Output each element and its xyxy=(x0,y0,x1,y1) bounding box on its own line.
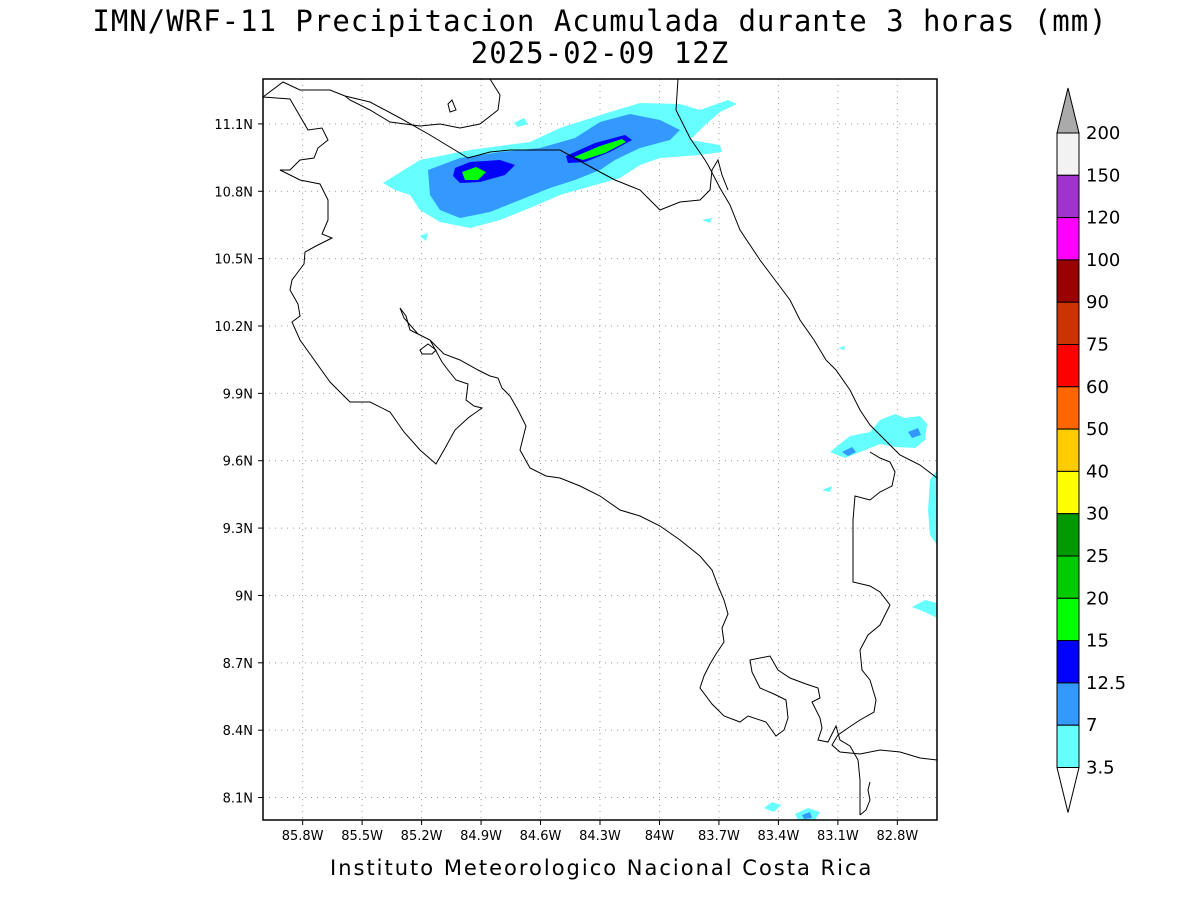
lon-tick-label: 85.2W xyxy=(401,829,443,844)
colorbar-label: 3.5 xyxy=(1086,758,1115,779)
colorbar-swatch xyxy=(1056,344,1080,388)
colorbar-top-arrow xyxy=(1056,87,1080,134)
precip-3.5mm-area xyxy=(764,802,781,812)
colorbar-label: 20 xyxy=(1086,588,1109,609)
colorbar-swatch xyxy=(1056,513,1080,557)
panama-peninsula-coast xyxy=(859,781,871,816)
panama-border xyxy=(831,451,937,761)
colorbar-label: 15 xyxy=(1086,631,1109,652)
colorbar-label: 60 xyxy=(1086,377,1109,398)
lat-tick-label: 9N xyxy=(235,589,253,604)
precip-3.5mm-area xyxy=(830,414,927,458)
colorbar-label: 25 xyxy=(1086,546,1109,567)
colorbar-swatch xyxy=(1056,428,1080,472)
precip-3.5mm-area xyxy=(702,218,712,223)
costa-rica-pacific-coast xyxy=(263,96,861,815)
precip-7mm-area xyxy=(842,447,856,456)
colorbar-swatch xyxy=(1056,217,1080,261)
colorbar-label: 150 xyxy=(1086,165,1120,186)
colorbar-swatch xyxy=(1056,555,1080,599)
map-content xyxy=(263,79,937,820)
colorbar-swatch xyxy=(1056,174,1080,219)
lat-tick-label: 11.1N xyxy=(214,118,253,133)
lat-tick-label: 10.5N xyxy=(214,253,253,268)
colorbar-label: 90 xyxy=(1086,292,1109,313)
lon-tick-label: 84.9W xyxy=(460,829,502,844)
map-axes: 85.8W 85.5W 85.2W 84.9W 84.6W 84.3W 84W 83.7W 83… xyxy=(214,118,918,844)
precip-3.5mm-area xyxy=(514,118,528,127)
precip-3.5mm-area xyxy=(928,470,937,545)
lat-tick-label: 8.7N xyxy=(223,657,253,672)
lon-tick-label: 85.5W xyxy=(341,829,383,844)
precip-3.5mm-area xyxy=(912,600,937,618)
lon-tick-label: 83.4W xyxy=(758,829,800,844)
colorbar-swatch xyxy=(1056,301,1080,346)
colorbar-swatch xyxy=(1056,640,1080,684)
precip-field-caribbean xyxy=(764,346,937,820)
costa-rica-caribbean-coast xyxy=(707,164,937,479)
map-title: IMN/WRF-11 Precipitacion Acumulada duran… xyxy=(92,4,1108,38)
nicaragua-north-coast xyxy=(344,79,501,129)
colorbar-label: 50 xyxy=(1086,419,1109,440)
colorbar-label: 75 xyxy=(1086,335,1109,356)
lat-tick-label: 9.3N xyxy=(223,522,253,537)
precip-7mm-area xyxy=(908,428,921,438)
lat-tick-label: 8.1N xyxy=(223,792,253,807)
colorbar-swatch xyxy=(1056,470,1080,515)
lat-tick-label: 10.2N xyxy=(214,320,253,335)
precip-15mm-area xyxy=(574,139,626,160)
colorbar-label: 200 xyxy=(1086,123,1120,144)
lon-tick-label: 83.7W xyxy=(698,829,740,844)
colorbar: 200 150 120 100 90 75 60 50 40 30 25 20 15 12.5 7 3.5 xyxy=(1056,87,1126,813)
colorbar-label: 7 xyxy=(1086,715,1097,736)
colorbar-swatch xyxy=(1056,682,1080,726)
colorbar-label: 100 xyxy=(1086,250,1120,271)
colorbar-swatch xyxy=(1056,259,1080,303)
precip-7mm-area xyxy=(802,812,812,819)
nicaragua-border xyxy=(263,81,729,211)
precip-3.5mm-area xyxy=(420,233,428,241)
precip-3.5mm-area xyxy=(822,486,832,492)
precip-15mm-area xyxy=(462,167,486,180)
colorbar-label: 30 xyxy=(1086,504,1109,525)
colorbar-swatch xyxy=(1056,132,1080,176)
lat-tick-label: 9.9N xyxy=(223,387,253,402)
colorbar-label: 120 xyxy=(1086,208,1120,229)
lat-tick-label: 10.8N xyxy=(214,185,253,200)
map-footer: Instituto Meteorologico Nacional Costa R… xyxy=(330,856,874,880)
map-subtitle: 2025-02-09 12Z xyxy=(470,36,730,70)
colorbar-swatch xyxy=(1056,597,1080,642)
lon-tick-label: 85.8W xyxy=(282,829,324,844)
precip-field-north xyxy=(383,100,737,241)
lon-tick-label: 83.1W xyxy=(817,829,859,844)
gulf-of-nicoya-island xyxy=(419,343,437,355)
lat-tick-label: 9.6N xyxy=(223,455,253,470)
lon-tick-label: 84.3W xyxy=(579,829,621,844)
colorbar-swatch xyxy=(1056,386,1080,430)
coastlines xyxy=(263,79,937,816)
lon-tick-label: 84W xyxy=(645,829,675,844)
lon-tick-label: 84.6W xyxy=(520,829,562,844)
nicaragua-caribbean-coast xyxy=(675,79,709,166)
colorbar-label: 40 xyxy=(1086,461,1109,482)
lat-tick-label: 8.4N xyxy=(223,724,253,739)
nicaragua-lake-islet xyxy=(447,99,457,113)
lon-tick-label: 82.8W xyxy=(876,829,918,844)
precip-3.5mm-area xyxy=(838,346,845,350)
colorbar-swatch xyxy=(1056,724,1080,769)
colorbar-bottom-arrow xyxy=(1056,767,1080,813)
colorbar-label: 12.5 xyxy=(1086,673,1126,694)
